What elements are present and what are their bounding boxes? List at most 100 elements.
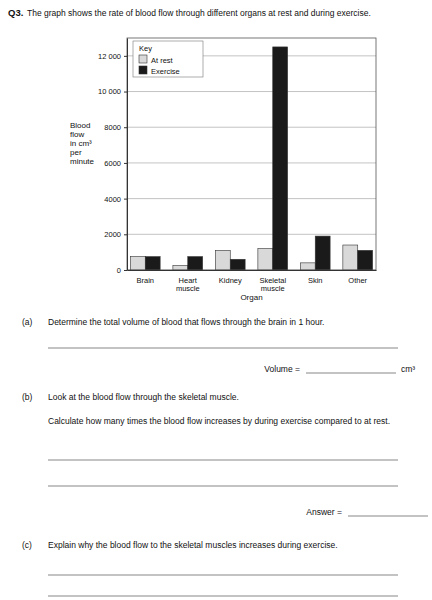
tick-label: Skin bbox=[308, 276, 323, 285]
x-tick: Skeletalmuscle bbox=[259, 276, 286, 293]
tick-mark bbox=[124, 270, 127, 271]
part-label: (b) bbox=[22, 392, 33, 402]
bar bbox=[343, 245, 358, 270]
y-tick: 4000 bbox=[104, 195, 127, 204]
questions: (a) Determine the total volume of blood t… bbox=[22, 317, 428, 596]
x-tick: Kidney bbox=[219, 276, 242, 285]
tick-mark bbox=[124, 199, 127, 200]
grid-line bbox=[127, 234, 376, 235]
answer-unit: cm³ bbox=[401, 364, 415, 374]
tick-label: Brain bbox=[137, 276, 155, 285]
part-text: Explain why the blood flow to the skelet… bbox=[48, 540, 338, 550]
x-tick: Heartmuscle bbox=[176, 276, 200, 293]
tick-label-line: Other bbox=[348, 276, 367, 285]
x-tick: Brain bbox=[137, 276, 155, 285]
grid-line bbox=[127, 162, 376, 163]
plot-background bbox=[127, 38, 376, 270]
y-axis-title-line: per bbox=[70, 148, 82, 157]
legend-swatch bbox=[139, 55, 147, 63]
y-tick: 8000 bbox=[104, 123, 127, 132]
question-part: (c) Explain why the blood flow to the ske… bbox=[22, 540, 398, 596]
tick-mark bbox=[124, 127, 127, 128]
part-text: Look at the blood flow through the skele… bbox=[48, 392, 239, 402]
grid-line bbox=[127, 91, 376, 92]
tick-label: 12 000 bbox=[98, 52, 121, 61]
tick-label: Heartmuscle bbox=[176, 276, 200, 293]
y-axis-title-line: in cm³ bbox=[70, 139, 92, 148]
axis-line bbox=[127, 39, 128, 271]
tick-label-line: Brain bbox=[137, 276, 155, 285]
tick-mark bbox=[124, 92, 127, 93]
bar bbox=[215, 250, 230, 270]
y-tick: 10 000 bbox=[98, 87, 127, 96]
answer-line bbox=[48, 348, 398, 349]
page: Q3. The graph shows the rate of blood flo… bbox=[0, 0, 432, 600]
grid-line bbox=[127, 198, 376, 199]
y-axis: 0 2000 4000 6000 8000 10 000 12 000 bbox=[98, 39, 127, 275]
y-axis-title-line: flow bbox=[70, 130, 84, 139]
part-text: Determine the total volume of blood that… bbox=[48, 317, 324, 327]
bar bbox=[315, 236, 330, 270]
y-tick: 6000 bbox=[104, 159, 127, 168]
y-axis-title-line: Blood bbox=[70, 121, 90, 130]
text-line: Calculate how many times the blood flow … bbox=[48, 416, 390, 426]
answer-label: Volume = bbox=[264, 364, 300, 374]
tick-label: Skeletalmuscle bbox=[259, 276, 286, 293]
question-part: (b) Look at the blood flow through the sk… bbox=[22, 392, 428, 517]
answer-line bbox=[48, 486, 398, 487]
answer-label: Answer = bbox=[306, 507, 342, 517]
bar bbox=[145, 257, 160, 270]
answer-line bbox=[48, 460, 398, 461]
tick-mark bbox=[124, 234, 127, 235]
grid bbox=[127, 56, 376, 270]
x-tick: Skin bbox=[308, 276, 323, 285]
bar bbox=[358, 250, 373, 270]
y-axis-title: Bloodflowin cm³perminute bbox=[70, 121, 95, 166]
text-line: Explain why the blood flow to the skelet… bbox=[48, 540, 338, 550]
tick-label-line: Skin bbox=[308, 276, 323, 285]
x-tick: Other bbox=[348, 276, 367, 285]
bar bbox=[258, 249, 273, 270]
tick-label-line: muscle bbox=[261, 284, 285, 293]
plot-frame bbox=[127, 38, 376, 270]
axis-line bbox=[128, 270, 377, 271]
y-tick: 12 000 bbox=[98, 52, 127, 61]
part-text: Calculate how many times the blood flow … bbox=[48, 416, 390, 426]
bar bbox=[130, 257, 145, 270]
x-axis: Brain Heartmuscle Kidney Skeletalmuscle Skin… bbox=[128, 271, 377, 293]
y-tick: 2000 bbox=[104, 230, 127, 239]
question-number: Q3. bbox=[8, 7, 23, 18]
y-axis-title-line: minute bbox=[70, 157, 95, 166]
legend-swatch bbox=[139, 66, 147, 74]
bar bbox=[230, 259, 245, 270]
tick-label: 6000 bbox=[104, 159, 121, 168]
tick-label: 10 000 bbox=[98, 87, 121, 96]
tick-label: 8000 bbox=[104, 123, 121, 132]
legend-box bbox=[133, 41, 203, 77]
part-label: (a) bbox=[22, 317, 33, 327]
legend-label: Exercise bbox=[151, 67, 180, 76]
part-label: (c) bbox=[22, 540, 32, 550]
answer-line bbox=[48, 575, 398, 576]
grid-line bbox=[127, 127, 376, 128]
question-intro: The graph shows the rate of blood flow t… bbox=[27, 8, 371, 18]
bar bbox=[300, 263, 315, 270]
tick-mark bbox=[124, 163, 127, 164]
answer-line bbox=[306, 373, 396, 374]
legend: Key At rest Exercise bbox=[133, 41, 203, 77]
tick-label: 2000 bbox=[104, 230, 121, 239]
tick-label-line: Kidney bbox=[219, 276, 242, 285]
tick-label-line: muscle bbox=[176, 284, 200, 293]
answer-line bbox=[48, 596, 398, 597]
tick-label: Other bbox=[348, 276, 367, 285]
legend-title: Key bbox=[139, 44, 152, 53]
tick-label: Kidney bbox=[219, 276, 242, 285]
text-line: Determine the total volume of blood that… bbox=[48, 317, 324, 327]
legend-label: At rest bbox=[151, 56, 174, 65]
y-tick: 0 bbox=[117, 266, 127, 275]
page-background bbox=[0, 0, 432, 600]
bar bbox=[273, 47, 288, 270]
x-axis-title: Organ bbox=[240, 293, 262, 302]
question-part: (a) Determine the total volume of blood t… bbox=[22, 317, 415, 374]
text-line: Look at the blood flow through the skele… bbox=[48, 392, 239, 402]
